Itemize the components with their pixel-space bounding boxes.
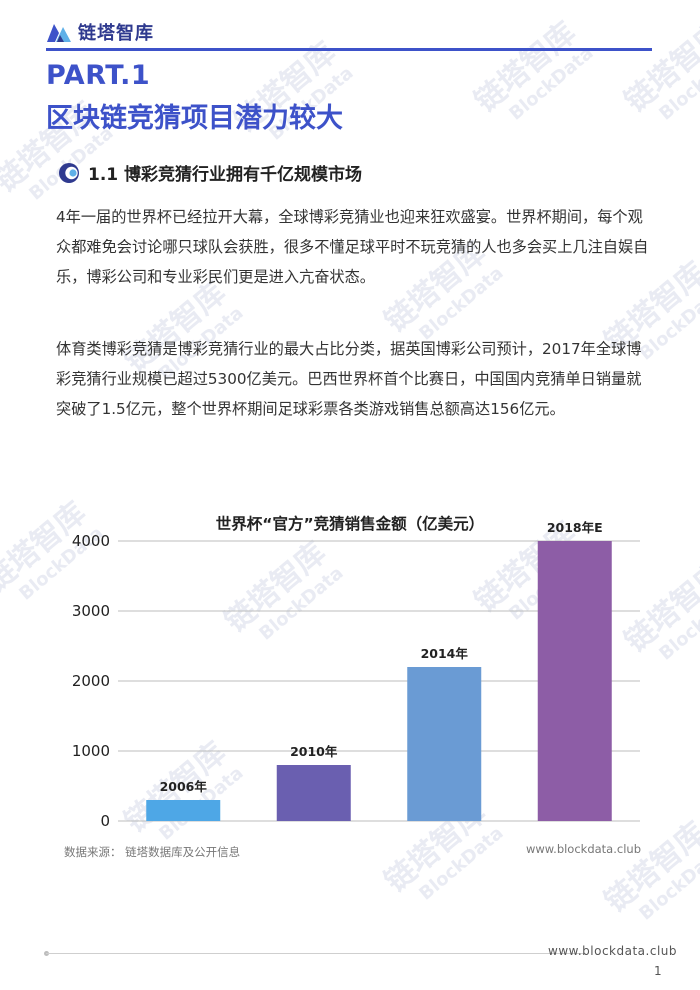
bar <box>537 541 612 821</box>
paragraph-2: 体育类博彩竞猜是博彩竞猜行业的最大占比分类，据英国博彩公司预计，2017年全球博… <box>56 340 642 418</box>
bar <box>407 667 482 821</box>
y-tick-label: 2000 <box>72 672 110 690</box>
bar-label: 2018年E <box>547 520 603 535</box>
y-tick-label: 4000 <box>72 532 110 550</box>
section-heading: 1.1 博彩竞猜行业拥有千亿规模市场 <box>58 160 362 185</box>
bar-label: 2006年 <box>160 779 208 794</box>
section-bullet-icon <box>59 162 79 183</box>
part-title: 区块链竞猜项目潜力较大 <box>46 103 343 134</box>
part-label: PART.1 <box>46 60 151 91</box>
logo-text: 链塔智库 <box>78 23 154 44</box>
header-divider <box>46 48 652 51</box>
header: 链塔智库 <box>46 16 154 48</box>
bar-label: 2010年 <box>290 744 338 759</box>
section-title: 1.1 博彩竞猜行业拥有千亿规模市场 <box>88 165 363 185</box>
source-url: www.blockdata.club <box>526 842 641 856</box>
y-tick-label: 1000 <box>72 742 110 760</box>
chart-title: 世界杯“官方”竞猜销售金额（亿美元） <box>215 515 485 533</box>
bar <box>146 800 221 821</box>
paragraph-1: 4年一届的世界杯已经拉开大幕，全球博彩竞猜业也迎来狂欢盛宴。世界杯期间，每个观众… <box>56 208 649 286</box>
data-source: 数据来源： 链塔数据库及公开信息 <box>64 845 241 859</box>
footer-url: www.blockdata.club <box>548 944 677 958</box>
blockdata-logo-icon <box>47 24 71 42</box>
bar-chart: 0 1000 2000 3000 4000 2006年 2010年 2014年 2018年E <box>72 520 640 830</box>
bar <box>276 765 351 821</box>
bar-label: 2014年 <box>421 646 469 661</box>
footer-divider <box>46 953 586 954</box>
y-tick-label: 0 <box>100 812 110 830</box>
page-number: 1 <box>654 964 662 978</box>
y-tick-label: 3000 <box>72 602 110 620</box>
